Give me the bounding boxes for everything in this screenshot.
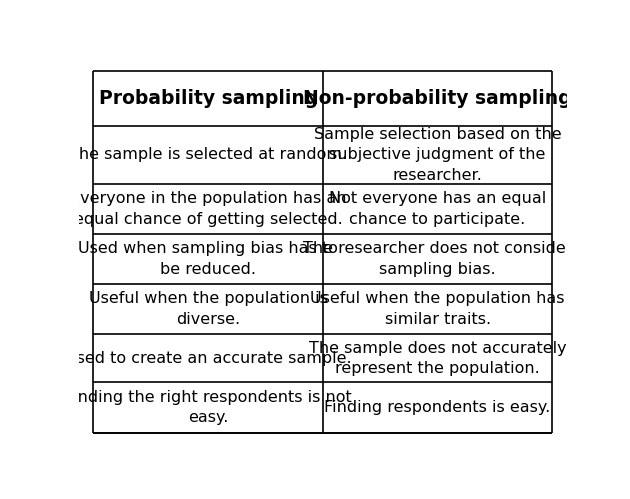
Text: Not everyone has an equal
chance to participate.: Not everyone has an equal chance to part… xyxy=(329,191,546,227)
Text: Used to create an accurate sample.: Used to create an accurate sample. xyxy=(65,351,352,366)
Text: Finding the right respondents is not
easy.: Finding the right respondents is not eas… xyxy=(65,390,352,425)
Text: Everyone in the population has an
equal chance of getting selected.: Everyone in the population has an equal … xyxy=(70,191,347,227)
Text: Non-probability sampling: Non-probability sampling xyxy=(303,89,572,108)
Text: The sample is selected at random.: The sample is selected at random. xyxy=(69,147,347,162)
Text: Probability sampling: Probability sampling xyxy=(98,89,318,108)
Text: Used when sampling bias has to
be reduced.: Used when sampling bias has to be reduce… xyxy=(78,242,338,277)
Text: Useful when the population is
diverse.: Useful when the population is diverse. xyxy=(89,291,328,327)
Text: Useful when the population has
similar traits.: Useful when the population has similar t… xyxy=(311,291,565,327)
Text: Finding respondents is easy.: Finding respondents is easy. xyxy=(324,400,551,415)
Text: Sample selection based on the
subjective judgment of the
researcher.: Sample selection based on the subjective… xyxy=(314,127,561,183)
Text: The sample does not accurately
represent the population.: The sample does not accurately represent… xyxy=(309,341,566,376)
Text: The researcher does not consider
sampling bias.: The researcher does not consider samplin… xyxy=(303,242,573,277)
